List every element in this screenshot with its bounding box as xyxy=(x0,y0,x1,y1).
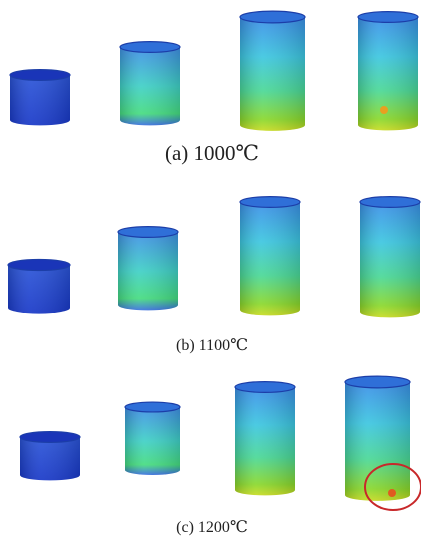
cylinder-shade xyxy=(120,47,180,125)
cylinder-shade xyxy=(345,382,410,501)
caption: (a) 1000℃ xyxy=(165,141,259,165)
simulation-images xyxy=(8,11,420,501)
cylinder-top xyxy=(360,197,420,208)
caption: (b) 1100℃ xyxy=(176,337,248,354)
cylinder-top xyxy=(10,70,70,81)
cylinder-shade xyxy=(235,387,295,495)
cylinder-shade xyxy=(240,202,300,315)
cylinder-shade xyxy=(8,265,70,314)
cylinder-shade xyxy=(20,437,80,480)
hot-spot xyxy=(380,106,388,114)
cylinder-top xyxy=(358,12,418,23)
cylinder-top xyxy=(345,376,410,388)
cylinder-top xyxy=(8,259,70,270)
cylinder-top xyxy=(120,42,180,53)
cylinder-shade xyxy=(10,75,70,125)
cylinder-top xyxy=(20,432,80,443)
cylinder-shade xyxy=(125,407,180,475)
cylinder-shade xyxy=(360,202,420,317)
cylinder-top xyxy=(125,402,180,412)
hot-spot xyxy=(388,489,396,497)
cylinder-shade xyxy=(118,232,178,310)
caption: (c) 1200℃ xyxy=(176,519,248,536)
cylinder-shade xyxy=(240,17,305,131)
cylinder-top xyxy=(240,11,305,23)
figure: (a) 1000℃ (b) 1100℃ (c) 1200℃ xyxy=(0,0,421,546)
cylinder-top xyxy=(118,227,178,238)
cylinder-shade xyxy=(358,17,418,130)
cylinder-top xyxy=(235,382,295,393)
cylinder-top xyxy=(240,197,300,208)
